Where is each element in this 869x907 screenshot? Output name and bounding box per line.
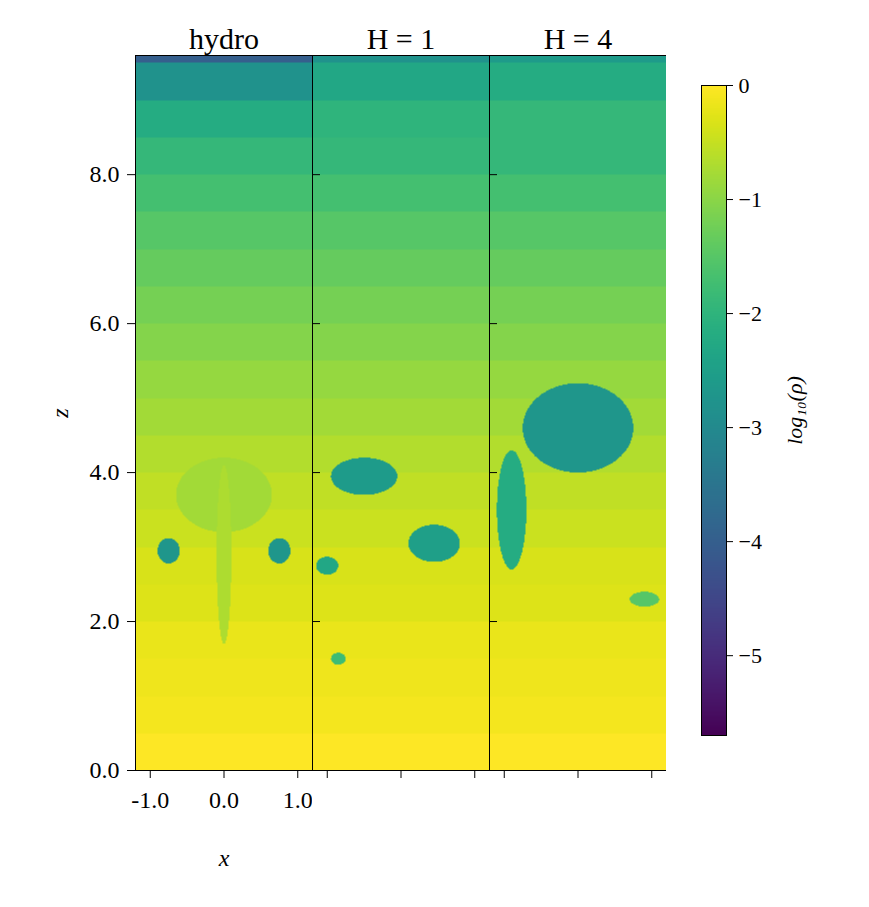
svg-text:−3: −3 xyxy=(739,415,762,440)
svg-text:4.0: 4.0 xyxy=(90,459,120,485)
svg-text:H = 1: H = 1 xyxy=(367,22,436,55)
svg-text:-1.0: -1.0 xyxy=(131,787,169,813)
svg-text:0.0: 0.0 xyxy=(90,757,120,783)
svg-text:0.0: 0.0 xyxy=(209,787,239,813)
svg-text:z: z xyxy=(47,408,73,419)
svg-text:0: 0 xyxy=(739,73,750,98)
svg-text:log₁₀(ρ): log₁₀(ρ) xyxy=(782,376,807,445)
svg-text:1.0: 1.0 xyxy=(283,787,312,813)
svg-text:hydro: hydro xyxy=(189,22,259,55)
svg-text:−4: −4 xyxy=(739,529,762,554)
svg-text:−1: −1 xyxy=(739,187,762,212)
svg-text:x: x xyxy=(218,845,230,871)
svg-text:6.0: 6.0 xyxy=(90,310,120,336)
svg-text:2.0: 2.0 xyxy=(90,608,120,634)
svg-text:−2: −2 xyxy=(739,301,762,326)
svg-text:H = 4: H = 4 xyxy=(544,22,613,55)
svg-text:−5: −5 xyxy=(739,643,762,668)
svg-text:8.0: 8.0 xyxy=(90,161,120,187)
